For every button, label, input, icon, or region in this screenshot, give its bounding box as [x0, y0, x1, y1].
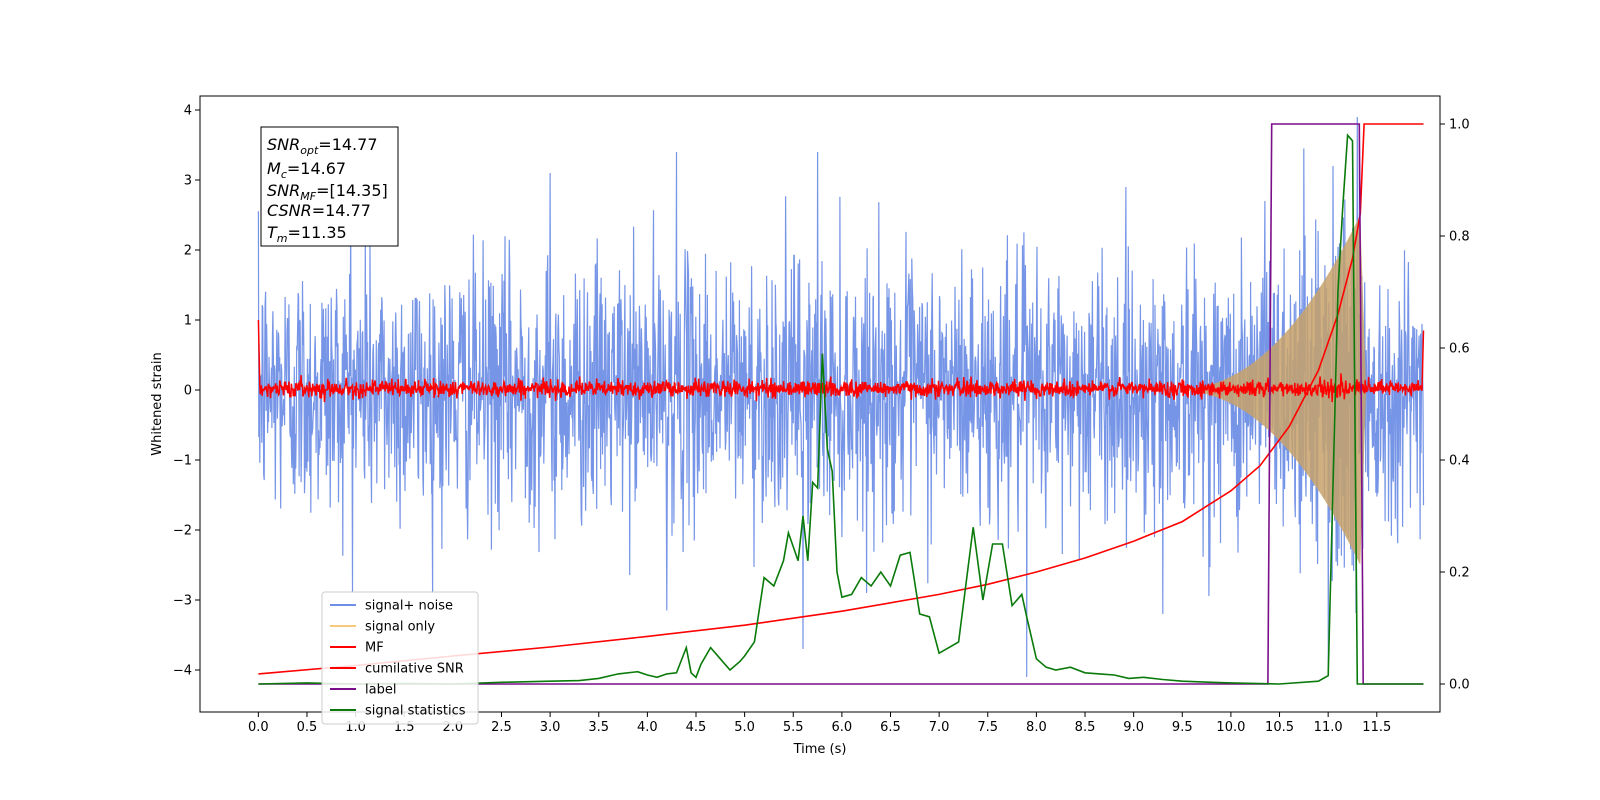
- y-axis-right: 1.0 0.8 0.6 0.4 0.2 0.0: [1440, 118, 1470, 693]
- info-snr-opt: SNRopt=14.77: [267, 135, 378, 157]
- axes-frame: [199, 95, 1441, 713]
- x-tick-label: 2.5: [491, 720, 512, 735]
- info-mc: Mc=14.67: [267, 159, 346, 181]
- x-axis-label: Time (s): [793, 742, 847, 757]
- series-cumulative-snr: [258, 123, 1424, 675]
- x-tick-label: 6.5: [880, 720, 901, 735]
- legend-label: MF: [365, 641, 384, 656]
- x-tick-label: 5.0: [734, 720, 755, 735]
- x-tick-label: 7.5: [977, 720, 998, 735]
- info-box: SNRopt=14.77 Mc=14.67 SNRMF=[14.35] CSNR…: [260, 126, 399, 247]
- y-tick-label: −1: [173, 454, 192, 469]
- y2-tick-label: 0.0: [1449, 678, 1470, 693]
- x-tick-label: 3.0: [540, 720, 561, 735]
- x-tick-label: 5.5: [783, 720, 804, 735]
- y-tick-label: −4: [173, 664, 192, 679]
- y-tick-label: 4: [184, 104, 192, 119]
- y-tick-label: −3: [173, 594, 192, 609]
- y2-tick-label: 0.6: [1449, 342, 1470, 357]
- x-tick-label: 10.5: [1265, 720, 1294, 735]
- x-tick-label: 9.0: [1123, 720, 1144, 735]
- series-mf: [257, 319, 1425, 403]
- legend-label: cumilative SNR: [365, 662, 464, 677]
- x-tick-label: 11.5: [1362, 720, 1391, 735]
- legend-label: label: [365, 683, 396, 698]
- x-tick-label: 0.0: [248, 720, 269, 735]
- y-tick-label: 0: [184, 384, 192, 399]
- series-signal-noise: [257, 116, 1425, 678]
- y2-tick-label: 1.0: [1449, 118, 1470, 133]
- x-tick-label: 10.0: [1216, 720, 1245, 735]
- series-signal-statistics: [258, 133, 1424, 685]
- x-tick-label: 0.5: [297, 720, 318, 735]
- x-tick-label: 7.0: [929, 720, 950, 735]
- info-snr-mf: SNRMF=[14.35]: [267, 181, 388, 203]
- x-tick-label: 3.5: [588, 720, 609, 735]
- y-tick-label: 1: [184, 314, 192, 329]
- x-tick-label: 11.0: [1314, 720, 1343, 735]
- info-csnr: CSNR=14.77: [267, 201, 371, 220]
- plot-area: [257, 116, 1425, 685]
- x-tick-label: 4.5: [686, 720, 707, 735]
- x-tick-label: 9.5: [1172, 720, 1193, 735]
- y2-tick-label: 0.2: [1449, 566, 1470, 581]
- x-tick-label: 8.5: [1075, 720, 1096, 735]
- legend-label: signal only: [365, 620, 435, 635]
- x-tick-label: 4.0: [637, 720, 658, 735]
- y2-tick-label: 0.8: [1449, 230, 1470, 245]
- y-tick-label: 2: [184, 244, 192, 259]
- y-tick-label: −2: [173, 524, 192, 539]
- legend-label: signal+ noise: [365, 599, 453, 614]
- legend: signal+ noise signal only MF cumilative SNR…: [321, 591, 479, 725]
- y-tick-label: 3: [184, 174, 192, 189]
- x-tick-label: 8.0: [1026, 720, 1047, 735]
- info-tm: Tm=11.35: [267, 223, 347, 245]
- y-axis-label: Whitened strain: [150, 352, 165, 455]
- x-tick-label: 6.0: [832, 720, 853, 735]
- legend-label: signal statistics: [365, 704, 466, 719]
- y-axis-left: 4 3 2 1 0 −1 −2 −3 −4: [173, 104, 200, 679]
- y2-tick-label: 0.4: [1449, 454, 1470, 469]
